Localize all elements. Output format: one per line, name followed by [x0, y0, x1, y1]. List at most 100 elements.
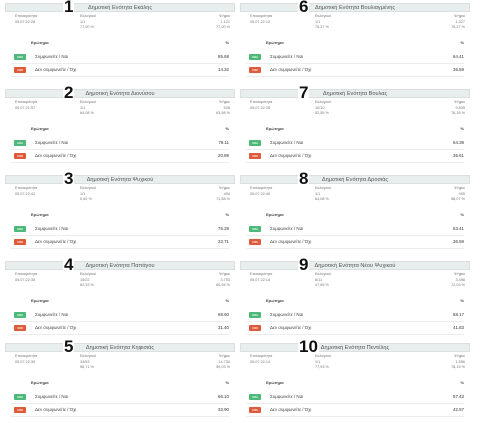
yes-row: ΝΑΙ Συμφωνείτε / Ναι 63.41: [246, 225, 464, 236]
votes-value: 494: [223, 191, 230, 196]
stations-value: 1/1: [315, 191, 321, 196]
yes-percent: 79.11: [218, 140, 229, 145]
result-panel: Δημοτική Ενότητα Βουλιαγμένης 6 Επικαιρό…: [240, 0, 470, 80]
no-percent: 31.40: [218, 325, 229, 330]
date-value: 05.07.22:14: [250, 277, 271, 282]
date-value: 05.07.22:41: [15, 191, 36, 196]
no-badge: ΟΧΙ: [14, 153, 26, 159]
yes-badge: ΝΑΙ: [14, 394, 26, 400]
panel-number: 5: [63, 337, 75, 356]
no-label: Δεν συμφωνείτε / Όχι: [270, 153, 312, 158]
no-percent: 33.90: [218, 407, 229, 412]
yes-badge: ΝΑΙ: [249, 394, 261, 400]
question-header: Ερώτημα: [31, 126, 49, 131]
no-percent: 42.57: [453, 407, 464, 412]
panel-title: Δημοτική Ενότητα Ψυχικού: [86, 177, 154, 183]
yes-badge: ΝΑΙ: [249, 312, 261, 318]
stations-label: Εκλογικοί: [80, 14, 96, 18]
result-panel: Δημοτική Ενότητα Νέου Ψυχικού 9 Επικαιρό…: [240, 256, 470, 338]
votes-value: 3.498: [455, 277, 465, 282]
yes-label: Συμφωνείτε / Ναι: [270, 226, 304, 231]
stations-value: 8/11: [315, 277, 323, 282]
panel-stats: Επικαιρότητα 05.07.21:57 Εκλογικοί 1/1 6…: [15, 100, 230, 120]
percent-header: %: [225, 212, 229, 217]
no-percent: 23.71: [218, 239, 229, 244]
date-label: Επικαιρότητα: [15, 272, 38, 276]
votes-value: 3.753: [220, 277, 230, 282]
no-row: ΟΧΙ Δεν συμφωνείτε / Όχι 14.32: [11, 66, 229, 77]
yes-badge: ΝΑΙ: [14, 140, 26, 146]
votes-label: Ψήφοι: [454, 272, 465, 276]
votes-pct: 71,58 %: [216, 197, 230, 201]
date-value: 05.07.22:40: [250, 191, 271, 196]
stations-label: Εκλογικοί: [315, 272, 331, 276]
no-row: ΟΧΙ Δεν συμφωνείτε / Όχι 36.59: [246, 238, 464, 249]
yes-row: ΝΑΙ Συμφωνείτε / Ναι 68.60: [11, 311, 229, 322]
date-value: 05.07.22:14: [250, 359, 271, 364]
panel-title: Δημοτική Ενότητα Βουλιαγμένης: [314, 5, 396, 11]
panel-title: Δημοτική Ενότητα Νέου Ψυχικού: [314, 263, 396, 269]
stations-pct: 62,33 %: [80, 283, 94, 287]
question-header: Ερώτημα: [266, 380, 284, 385]
no-row: ΟΧΙ Δεν συμφωνείτε / Όχι 23.71: [11, 238, 229, 249]
result-panel: Δημοτική Ενότητα Κηφισιάς 5 Επικαιρότητα…: [5, 337, 235, 420]
stations-value: 1/1: [80, 191, 86, 196]
panel-title: Δημοτική Ενότητα Δροσιάς: [321, 177, 389, 183]
votes-pct: 59,03 %: [216, 365, 230, 369]
votes-pct: 72,03 %: [451, 283, 465, 287]
yes-badge: ΝΑΙ: [249, 226, 261, 232]
row-divider: [246, 63, 464, 64]
stations-value: 10/10: [315, 105, 325, 110]
no-badge: ΟΧΙ: [14, 67, 26, 73]
votes-pct: 60,94 %: [216, 283, 230, 287]
row-divider: [246, 248, 464, 249]
votes-pct: 76,16 %: [451, 111, 465, 115]
panel-stats: Επικαιρότητα 05.07.22:14 Εκλογικοί 1/1 7…: [250, 354, 465, 374]
yes-badge: ΝΑΙ: [249, 54, 261, 60]
stations-pct: 77,93 %: [315, 365, 329, 369]
panel-title: Δημοτική Ενότητα Παπάγου: [85, 263, 155, 269]
percent-header: %: [460, 212, 464, 217]
votes-label: Ψήφοι: [219, 272, 230, 276]
stations-value: 34/53: [80, 359, 90, 364]
question-header: Ερώτημα: [31, 40, 49, 45]
panel-stats: Επικαιρότητα 05.07.22:35 Εκλογικοί 15/22…: [15, 272, 230, 292]
result-panel: Δημοτική Ενότητα Βουλας 7 Επικαιρότητα 0…: [240, 84, 470, 166]
no-badge: ΟΧΙ: [14, 239, 26, 245]
no-label: Δεν συμφωνείτε / Όχι: [35, 325, 77, 330]
stations-label: Εκλογικοί: [315, 186, 331, 190]
date-label: Επικαιρότητα: [250, 272, 273, 276]
yes-percent: 63.41: [453, 226, 464, 231]
percent-header: %: [225, 40, 229, 45]
stations-pct: 77,00 %: [80, 25, 94, 29]
no-row: ΟΧΙ Δεν συμφωνείτε / Όχι 35.59: [246, 66, 464, 77]
date-label: Επικαιρότητα: [250, 14, 273, 18]
yes-row: ΝΑΙ Συμφωνείτε / Ναι 66.10: [11, 393, 229, 404]
panel-title-bar: Δημοτική Ενότητα Πεντέλης: [240, 343, 470, 352]
yes-badge: ΝΑΙ: [249, 140, 261, 146]
panel-stats: Επικαιρότητα 05.07.22:28 Εκλογικοί 1/1 7…: [15, 14, 230, 34]
panel-title-bar: Δημοτική Ενότητα Βουλας: [240, 89, 470, 98]
percent-header: %: [225, 380, 229, 385]
votes-pct: 78,15 %: [451, 365, 465, 369]
panel-title-bar: Δημοτική Ενότητα Νέου Ψυχικού: [240, 261, 470, 270]
votes-pct: 77,00 %: [216, 25, 230, 29]
row-divider: [246, 321, 464, 322]
percent-header: %: [225, 126, 229, 131]
no-percent: 20.89: [218, 153, 229, 158]
percent-header: %: [460, 380, 464, 385]
row-divider: [11, 321, 229, 322]
no-row: ΟΧΙ Δεν συμφωνείτε / Όχι 41.83: [246, 324, 464, 335]
votes-value: 1.121: [220, 19, 230, 24]
votes-label: Ψήφοι: [219, 100, 230, 104]
stations-label: Εκλογικοί: [315, 100, 331, 104]
question-header: Ερώτημα: [266, 212, 284, 217]
panel-stats: Επικαιρότητα 05.07.22:41 Εκλογικοί 1/1 0…: [15, 186, 230, 206]
result-panel: Δημοτική Ενότητα Πεντέλης 10 Επικαιρότητ…: [240, 338, 470, 420]
yes-label: Συμφωνείτε / Ναι: [35, 54, 69, 59]
no-badge: ΟΧΙ: [249, 407, 261, 413]
yes-label: Συμφωνείτε / Ναι: [35, 394, 69, 399]
yes-label: Συμφωνείτε / Ναι: [270, 312, 304, 317]
stations-label: Εκλογικοί: [80, 354, 96, 358]
panel-title: Δημοτική Ενότητα Εκάλης: [87, 5, 153, 11]
